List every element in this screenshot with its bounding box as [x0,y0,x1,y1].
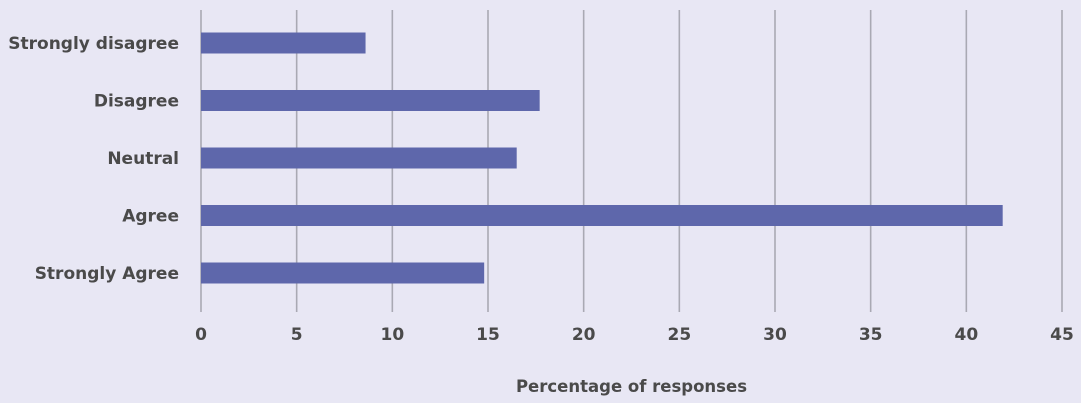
bar [201,32,366,54]
x-axis-ticks: 0 5 10 15 20 25 30 35 40 45 [195,325,1074,345]
gridlines [200,10,1063,312]
x-tick-label: 45 [1050,325,1074,345]
category-label: Strongly Agree [35,264,179,284]
bar [201,205,1003,226]
bars [201,32,1003,284]
x-tick-label: 25 [667,325,691,345]
x-tick-label: 15 [476,325,500,345]
bar [201,147,517,169]
x-tick-label: 10 [380,325,404,345]
x-axis-title: Percentage of responses [516,377,747,396]
x-tick-label: 20 [572,325,596,345]
x-tick-label: 30 [763,325,787,345]
x-tick-label: 35 [859,325,883,345]
x-tick-label: 40 [954,325,978,345]
category-label: Disagree [94,92,179,112]
category-labels: Strongly disagree Disagree Neutral Agree Str… [8,34,179,284]
bar [201,262,485,284]
category-label: Neutral [107,149,179,169]
x-tick-label: 0 [195,325,207,345]
category-label: Agree [122,207,179,227]
bar [201,90,540,111]
category-label: Strongly disagree [8,34,179,54]
x-tick-label: 5 [291,325,303,345]
